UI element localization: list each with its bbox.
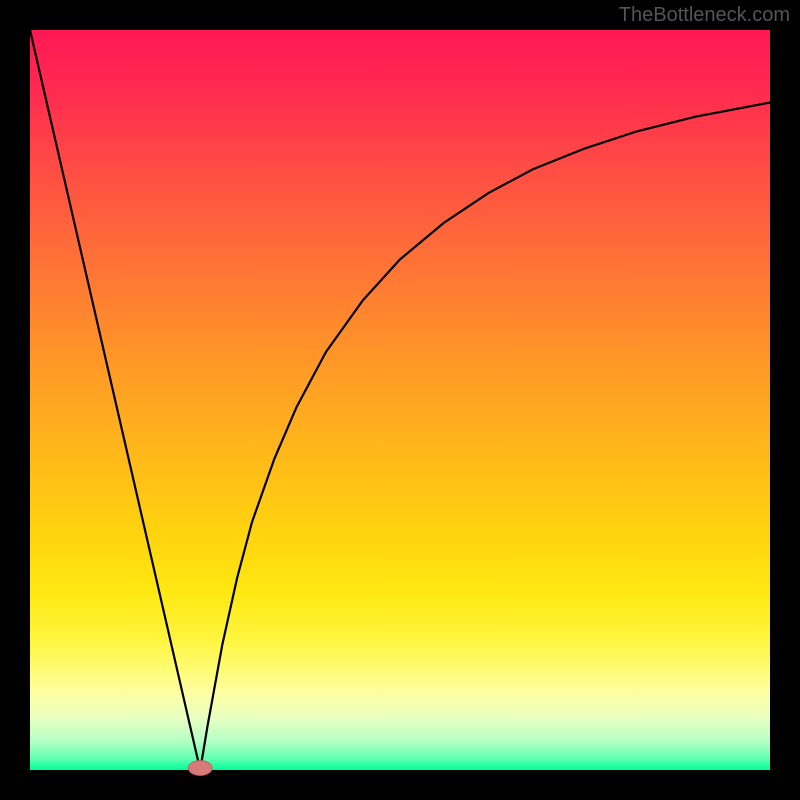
chart-container: TheBottleneck.com	[0, 0, 800, 800]
attribution-label: TheBottleneck.com	[619, 4, 790, 27]
bottleneck-chart	[0, 0, 800, 800]
optimum-marker	[188, 761, 212, 776]
chart-background	[30, 30, 770, 770]
